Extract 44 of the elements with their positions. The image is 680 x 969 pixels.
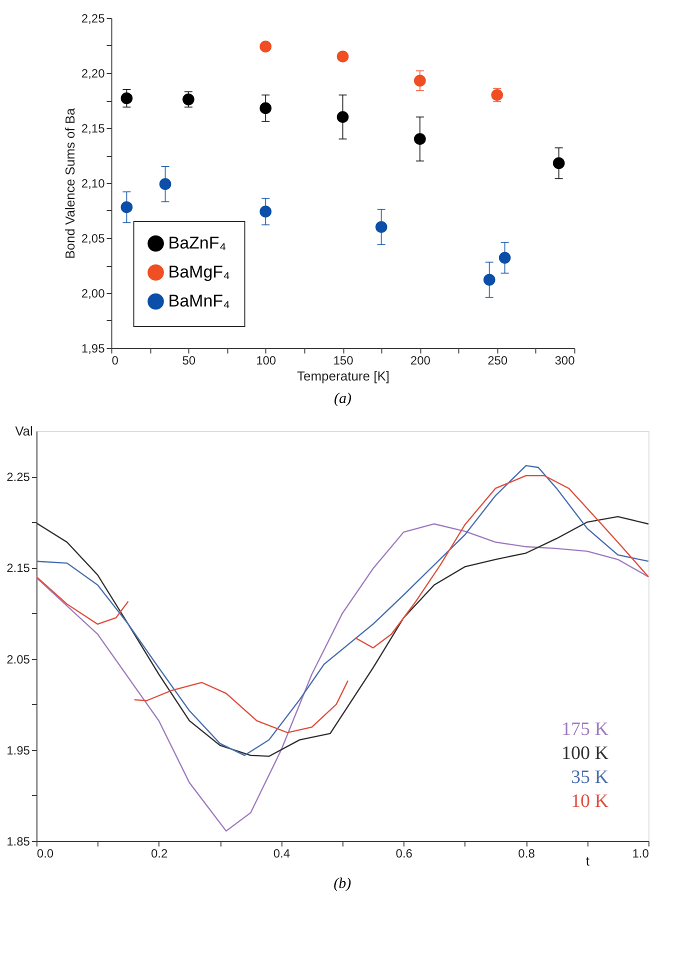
text: 35 K	[570, 767, 609, 788]
y-tick-label: 2,15	[81, 122, 106, 136]
x-tick-label: 1.0	[632, 846, 650, 860]
y-tick-label: 2,10	[81, 176, 106, 190]
text: 175 K	[561, 719, 609, 740]
x-tick-label: 100	[256, 354, 276, 368]
x-tick-label: 0.4	[273, 846, 290, 860]
legend-label: BaMnF₄	[168, 292, 230, 310]
x-axis-title: Temperature [K]	[297, 368, 390, 384]
x-tick-label: 150	[333, 354, 354, 368]
y-axis-title: Val	[15, 424, 34, 438]
text: 10 K	[570, 791, 609, 812]
y-tick-label: 1.95	[6, 743, 30, 758]
text: 100 K	[561, 743, 609, 764]
legend-label: BaMgF₄	[168, 262, 230, 282]
y-tick-label: 2,25	[81, 12, 106, 26]
y-axis-title: Bond Valence Sums of Ba	[62, 107, 78, 259]
y-tick-label: 2.25	[6, 470, 30, 484]
x-tick-label: 50	[182, 354, 196, 368]
text: (b)	[334, 876, 352, 892]
x-tick-label: 0.8	[518, 846, 536, 860]
x-tick-label: 200	[410, 354, 431, 368]
y-tick-label: 1,95	[81, 342, 106, 356]
y-tick-label: 2,05	[81, 232, 106, 246]
y-tick-label: 2.05	[6, 652, 30, 666]
x-tick-label: 0.0	[36, 846, 54, 860]
x-axis-title: t	[586, 854, 590, 868]
text: (a)	[334, 391, 352, 407]
x-tick-label: 0	[112, 354, 119, 368]
x-tick-label: 0.6	[396, 846, 413, 860]
point	[260, 102, 272, 114]
point	[182, 93, 194, 106]
legend-label: BaZnF₄	[168, 234, 226, 252]
y-tick-label: 1.85	[6, 834, 30, 848]
x-tick-label: 250	[488, 354, 508, 368]
y-tick-label: 2.15	[6, 561, 30, 576]
point	[260, 40, 272, 53]
x-tick-label: 0.2	[150, 846, 168, 860]
point	[414, 133, 426, 145]
point	[336, 50, 349, 62]
x-tick-label: 300	[554, 354, 576, 368]
y-tick-label: 2,00	[81, 286, 106, 300]
y-tick-label: 2,20	[81, 66, 106, 80]
line-series	[36, 523, 650, 832]
